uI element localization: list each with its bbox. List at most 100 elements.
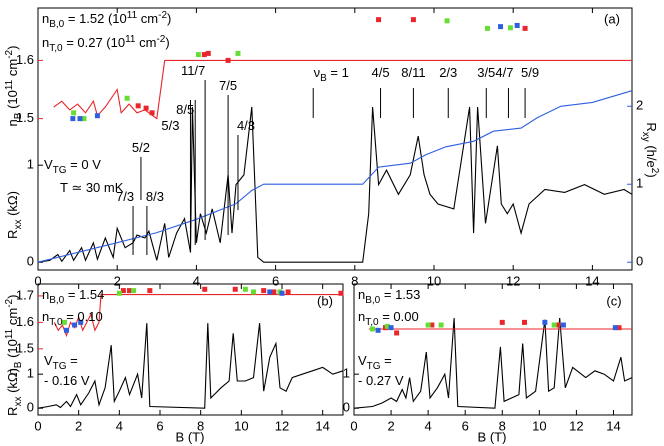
panel-label: (c) [606, 293, 621, 308]
y-tick-label: 1.5 [16, 340, 34, 355]
text-part: -2 [4, 298, 15, 307]
text-part: (kΩ) [5, 368, 20, 397]
x-axis-label: B (T) [478, 429, 507, 444]
text-part: 4/3 [237, 118, 255, 133]
data-line [353, 317, 633, 409]
annotation-label: 7/5 [219, 78, 237, 93]
text-part: TG [53, 361, 67, 372]
data-point [94, 113, 100, 119]
data-point [498, 24, 504, 30]
data-point [338, 290, 344, 296]
y-tick-label: 2 [636, 98, 643, 113]
panel-text: VTG = [44, 353, 78, 371]
data-point [70, 116, 76, 122]
text-part: (10 [5, 339, 20, 361]
panel-text: nB,0 = 1.54 [42, 287, 104, 305]
text-part: - 0.27 V [358, 373, 404, 388]
data-point [384, 323, 390, 329]
data-point [77, 116, 83, 122]
text-part: 8/3 [146, 189, 164, 204]
data-point [116, 290, 122, 296]
text-part: (10 [5, 90, 20, 112]
text-part: (kΩ) [5, 191, 20, 220]
x-tick-label: 4 [116, 418, 123, 433]
data-point [120, 288, 126, 294]
annotation-label: 8/11 [401, 65, 425, 80]
annotation-label: 4/3 [237, 118, 255, 133]
data-point [201, 52, 207, 58]
data-point [507, 25, 513, 31]
text-part: 2 [649, 168, 660, 174]
y-tick-label: 1.7 [16, 287, 34, 302]
x-tick-label: 8 [499, 418, 506, 433]
text-part: 11/7 [181, 63, 205, 78]
text-part: 11 [125, 34, 136, 45]
data-point [271, 289, 277, 295]
x-axis-label: B (T) [176, 429, 205, 444]
text-part: n [42, 35, 49, 50]
x-tick-label: 2 [387, 418, 394, 433]
text-part: = 1 [327, 65, 349, 80]
text-part: ) [5, 46, 20, 50]
text-part: R [5, 407, 20, 416]
text-part: R [5, 230, 20, 239]
data-line [37, 90, 633, 263]
text-part: cm [5, 308, 20, 329]
text-part: = 0 V [67, 157, 102, 172]
y-tick-label: 0 [343, 400, 350, 415]
text-part: 4/5 [372, 65, 390, 80]
data-point [499, 319, 505, 325]
data-line [37, 106, 633, 263]
y-tick-label: 1.6 [16, 52, 34, 67]
data-line [53, 59, 632, 120]
x-tick-label: 0 [34, 418, 41, 433]
y-axis-label: nB (1011 cm-2) [4, 295, 24, 376]
data-point [71, 110, 77, 116]
data-point [251, 289, 257, 295]
text-part: xy [640, 132, 651, 142]
panel-text: - 0.16 V [44, 373, 90, 388]
x-tick-label: 14 [606, 418, 620, 433]
annotation-label: 5/9 [521, 65, 539, 80]
data-point [81, 116, 87, 122]
data-line [37, 323, 344, 409]
data-point [410, 17, 416, 23]
text-part: B,0 [49, 19, 64, 30]
x-tick-label: 0 [34, 273, 41, 288]
y-tick-label: 1 [27, 366, 34, 381]
annotation-label: 4/5 [372, 65, 390, 80]
text-part: 5/3 [161, 118, 179, 133]
y-tick-label: 1.5 [16, 110, 34, 125]
text-part: n [5, 119, 20, 126]
data-point [202, 286, 208, 292]
data-point [551, 322, 557, 328]
text-part: T ≃ 30 mK [60, 180, 124, 195]
y-axis-label: Rxx (kΩ) [5, 191, 23, 239]
data-point [376, 17, 382, 23]
annotation-label: 5/3 [161, 118, 179, 133]
text-part: T,0 [49, 43, 63, 54]
panel-text: - 0.27 V [358, 373, 404, 388]
annotation-label: 8/3 [146, 189, 164, 204]
text-part: -2 [158, 10, 167, 21]
text-part: - 0.16 V [44, 373, 90, 388]
text-part: cm [137, 11, 158, 26]
text-part: = 0.00 [379, 309, 419, 324]
text-part: TG [53, 165, 67, 176]
text-part: xx [13, 220, 24, 230]
text-part: n [358, 287, 365, 302]
text-part: B [13, 112, 24, 119]
text-part: ) [644, 173, 659, 177]
annotation-label: 8/5 [176, 102, 194, 117]
x-tick-label: 6 [462, 418, 469, 433]
x-tick-label: 12 [569, 418, 583, 433]
annotation-label: 3/5 [477, 65, 495, 80]
text-part: = 0.10 [63, 309, 103, 324]
text-part: 11 [127, 10, 138, 21]
text-part: TG [367, 361, 381, 372]
text-part: n [42, 11, 49, 26]
text-part: V [358, 353, 367, 368]
data-point [267, 289, 273, 295]
data-point [429, 322, 435, 328]
